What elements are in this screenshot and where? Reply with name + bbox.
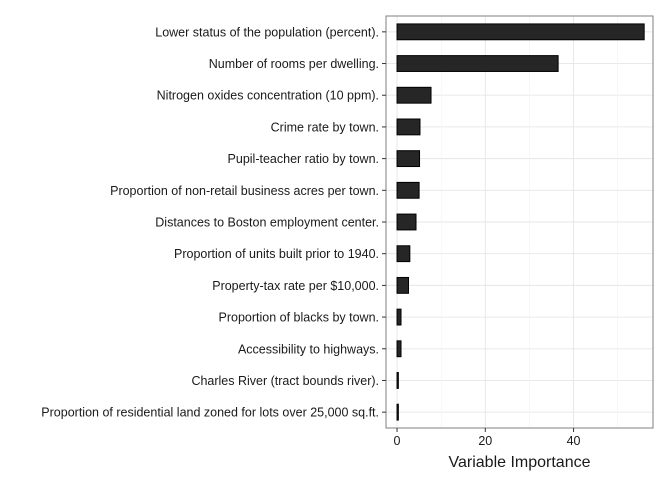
bar (396, 150, 421, 168)
bar (396, 276, 410, 294)
bar (396, 181, 420, 199)
y-tick-label: Proportion of units built prior to 1940. (174, 247, 379, 261)
y-tick-label: Distances to Boston employment center. (155, 216, 379, 230)
y-tick-label: Nitrogen oxides concentration (10 ppm). (157, 89, 379, 103)
bar (396, 118, 421, 136)
y-tick-label: Property-tax rate per $10,000. (212, 279, 379, 293)
bar (396, 308, 402, 326)
bar (396, 86, 432, 104)
bar (396, 245, 411, 263)
y-tick-label: Proportion of residential land zoned for… (41, 406, 379, 420)
y-tick-label: Charles River (tract bounds river). (191, 374, 379, 388)
x-tick-label: 20 (478, 434, 492, 448)
grid-lines (386, 16, 653, 428)
y-tick-label: Pupil-teacher ratio by town. (228, 152, 379, 166)
bar (396, 403, 399, 421)
y-axis-ticks: Lower status of the population (percent)… (41, 25, 386, 420)
y-tick-label: Proportion of non-retail business acres … (110, 184, 379, 198)
y-tick-label: Lower status of the population (percent)… (155, 25, 379, 39)
y-tick-label: Proportion of blacks by town. (219, 311, 380, 325)
bar (396, 372, 399, 389)
bars (396, 23, 645, 421)
x-tick-label: 0 (394, 434, 401, 448)
y-tick-label: Number of rooms per dwelling. (209, 57, 379, 71)
x-axis-ticks: 0 20 40 (394, 428, 581, 448)
bar (396, 55, 559, 72)
bar (396, 213, 417, 231)
y-tick-label: Accessibility to highways. (238, 342, 379, 356)
y-tick-label: Crime rate by town. (271, 120, 379, 134)
bar (396, 23, 645, 41)
x-tick-label: 40 (567, 434, 581, 448)
x-axis-title: Variable Importance (449, 454, 591, 471)
bar (396, 340, 402, 358)
